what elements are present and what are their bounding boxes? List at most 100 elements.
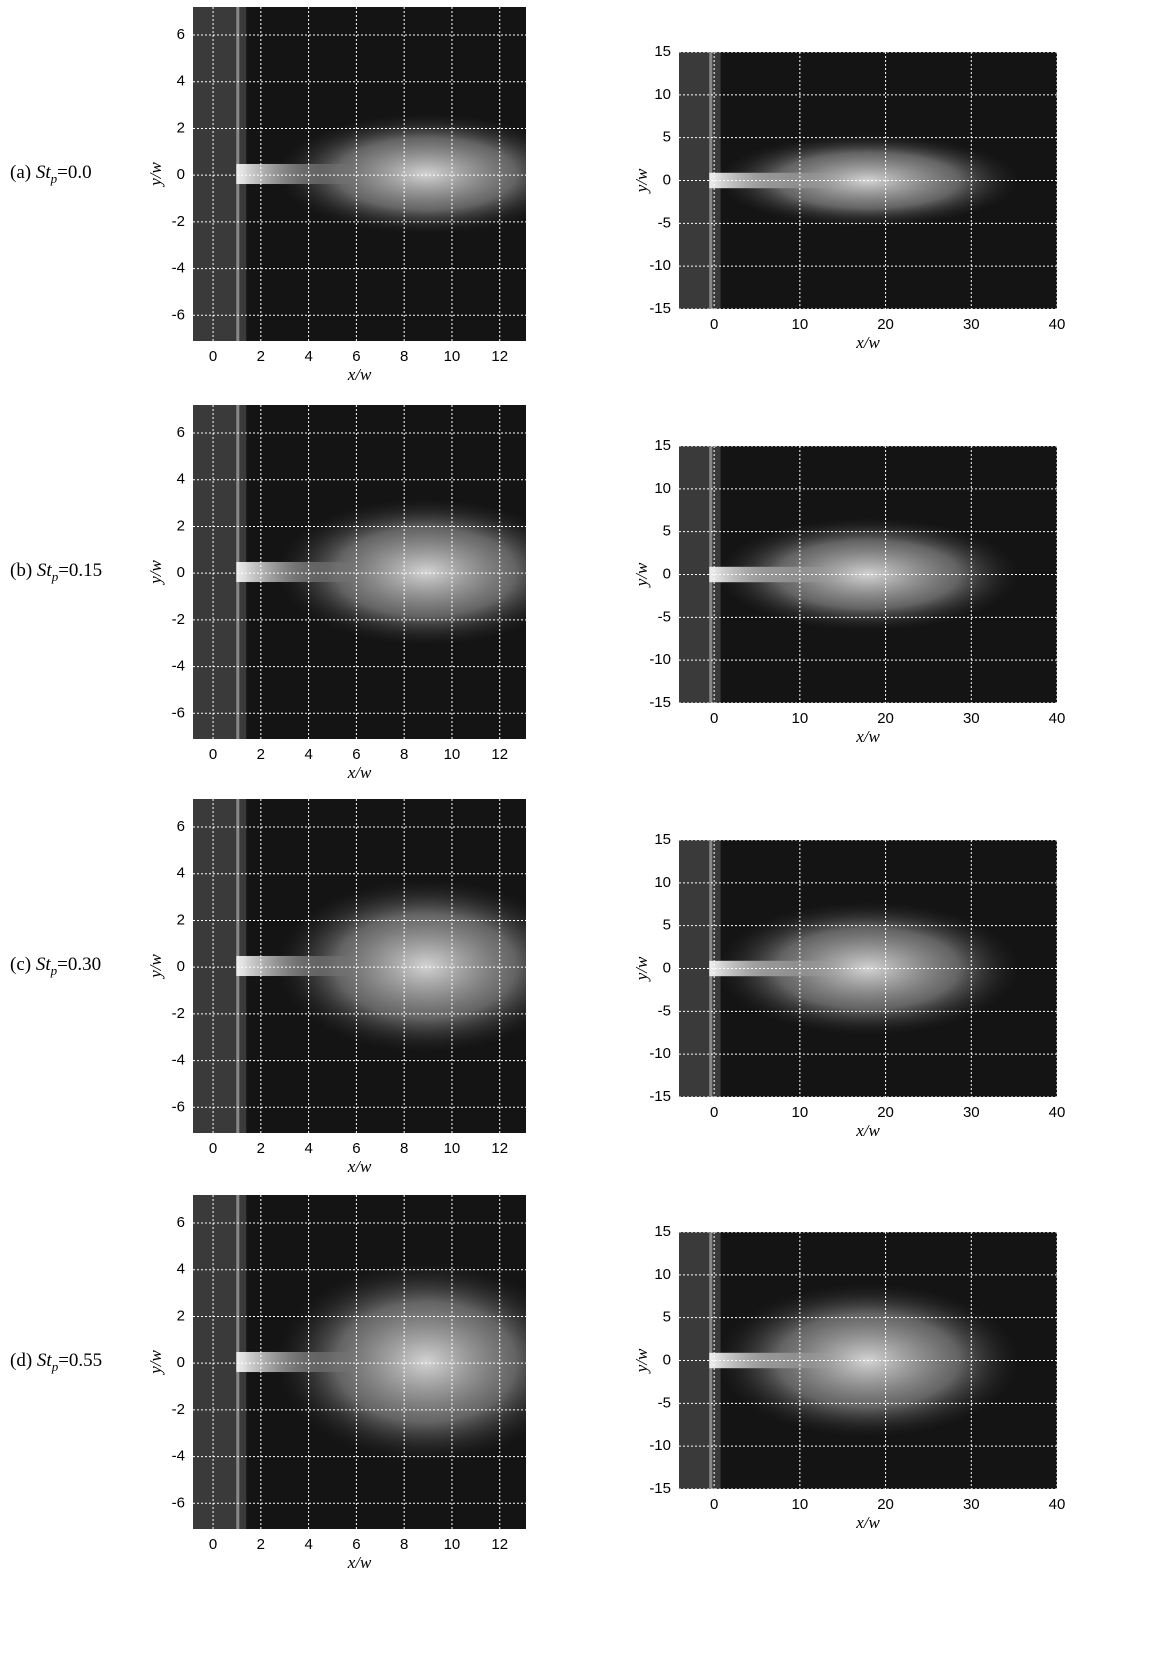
y-tick-label: 15 [654, 43, 671, 60]
x-tick-label: 8 [400, 348, 408, 365]
y-tick-label: 2 [177, 517, 185, 534]
image-panel [679, 840, 1057, 1097]
page: 024681012-6-4-20246x/wy/w010203040-15-10… [0, 0, 1149, 1672]
x-tick-label: 4 [304, 1536, 312, 1553]
x-tick-label: 40 [1049, 1496, 1066, 1513]
y-tick-label: -6 [172, 306, 185, 323]
x-tick-label: 0 [209, 348, 217, 365]
label-suffix: =0.0 [57, 162, 91, 183]
x-tick-label: 6 [352, 746, 360, 763]
y-tick-label: -5 [658, 1002, 671, 1019]
x-tick-label: 40 [1049, 1104, 1066, 1121]
jet-core [236, 956, 353, 976]
x-tick-label: 6 [352, 1536, 360, 1553]
x-tick-label: 10 [792, 316, 809, 333]
x-tick-label: 12 [491, 1536, 508, 1553]
y-tick-label: 10 [654, 1266, 671, 1283]
y-tick-label: 0 [177, 564, 185, 581]
x-tick-label: 20 [877, 316, 894, 333]
x-axis-label: x/w [855, 1513, 880, 1532]
y-tick-label: 2 [177, 119, 185, 136]
y-tick-label: 0 [663, 1351, 671, 1368]
x-tick-label: 10 [792, 710, 809, 727]
panel-label: (c) Stp=0.30 [10, 954, 101, 979]
y-axis-label: y/w [146, 162, 165, 188]
x-axis-label: x/w [347, 1553, 372, 1572]
x-axis-label: x/w [855, 1121, 880, 1140]
panel-label: (a) Stp=0.0 [10, 162, 92, 187]
x-axis-label: x/w [347, 1157, 372, 1176]
y-axis-label: y/w [632, 956, 651, 982]
y-tick-label: 0 [663, 565, 671, 582]
x-axis-label: x/w [347, 763, 372, 782]
y-tick-label: 5 [663, 917, 671, 934]
y-axis-label: y/w [146, 954, 165, 980]
y-tick-label: -4 [172, 1052, 185, 1069]
x-tick-label: 30 [963, 316, 980, 333]
label-symbol: St [36, 954, 51, 975]
y-tick-label: 4 [177, 471, 185, 488]
label-symbol-group: Stp [37, 560, 58, 581]
y-tick-label: 6 [177, 818, 185, 835]
y-tick-label: 4 [177, 865, 185, 882]
y-tick-label: -4 [172, 1448, 185, 1465]
y-tick-label: -2 [172, 611, 185, 628]
y-tick-label: 0 [177, 166, 185, 183]
x-tick-label: 12 [491, 1140, 508, 1157]
x-tick-label: 2 [257, 348, 265, 365]
image-panel [193, 799, 576, 1133]
y-tick-label: 0 [663, 171, 671, 188]
y-tick-label: -15 [649, 1088, 671, 1105]
y-tick-label: -2 [172, 1005, 185, 1022]
y-tick-label: 0 [177, 958, 185, 975]
label-symbol-group: Stp [36, 162, 57, 183]
y-tick-label: -6 [172, 1494, 185, 1511]
panel-label: (b) Stp=0.15 [10, 560, 102, 585]
y-tick-label: -6 [172, 1098, 185, 1115]
x-tick-label: 20 [877, 710, 894, 727]
y-tick-label: 15 [654, 437, 671, 454]
y-tick-label: -6 [172, 704, 185, 721]
label-suffix: =0.15 [58, 560, 102, 581]
x-axis-label: x/w [855, 333, 880, 352]
y-tick-label: 10 [654, 86, 671, 103]
label-symbol: St [37, 560, 52, 581]
x-tick-label: 2 [257, 1140, 265, 1157]
y-tick-label: 15 [654, 1223, 671, 1240]
x-tick-label: 0 [710, 316, 718, 333]
y-tick-label: -5 [658, 608, 671, 625]
x-tick-label: 8 [400, 746, 408, 763]
y-tick-label: 6 [177, 424, 185, 441]
figure: 024681012-6-4-20246x/wy/w010203040-15-10… [0, 0, 1149, 1672]
y-tick-label: 4 [177, 1261, 185, 1278]
x-tick-label: 30 [963, 1104, 980, 1121]
y-tick-label: -5 [658, 1394, 671, 1411]
image-panel [679, 1232, 1057, 1489]
label-prefix: (b) [10, 560, 37, 581]
label-symbol-group: Stp [37, 1350, 58, 1371]
y-tick-label: 6 [177, 1214, 185, 1231]
x-tick-label: 10 [444, 746, 461, 763]
x-tick-label: 12 [491, 348, 508, 365]
x-tick-label: 0 [209, 1536, 217, 1553]
image-panel [679, 446, 1057, 703]
y-tick-label: -10 [649, 1437, 671, 1454]
y-tick-label: 2 [177, 911, 185, 928]
x-tick-label: 30 [963, 1496, 980, 1513]
y-tick-label: 10 [654, 480, 671, 497]
y-tick-label: -10 [649, 1045, 671, 1062]
x-tick-label: 12 [491, 746, 508, 763]
x-axis-label: x/w [347, 365, 372, 384]
y-tick-label: -10 [649, 651, 671, 668]
x-tick-label: 0 [710, 1496, 718, 1513]
x-tick-label: 0 [710, 1104, 718, 1121]
label-prefix: (a) [10, 162, 36, 183]
x-tick-label: 0 [209, 1140, 217, 1157]
x-tick-label: 8 [400, 1140, 408, 1157]
x-tick-label: 10 [792, 1104, 809, 1121]
y-axis-label: y/w [146, 560, 165, 586]
y-tick-label: -15 [649, 694, 671, 711]
y-tick-label: 10 [654, 874, 671, 891]
x-tick-label: 10 [444, 348, 461, 365]
x-tick-label: 10 [444, 1536, 461, 1553]
